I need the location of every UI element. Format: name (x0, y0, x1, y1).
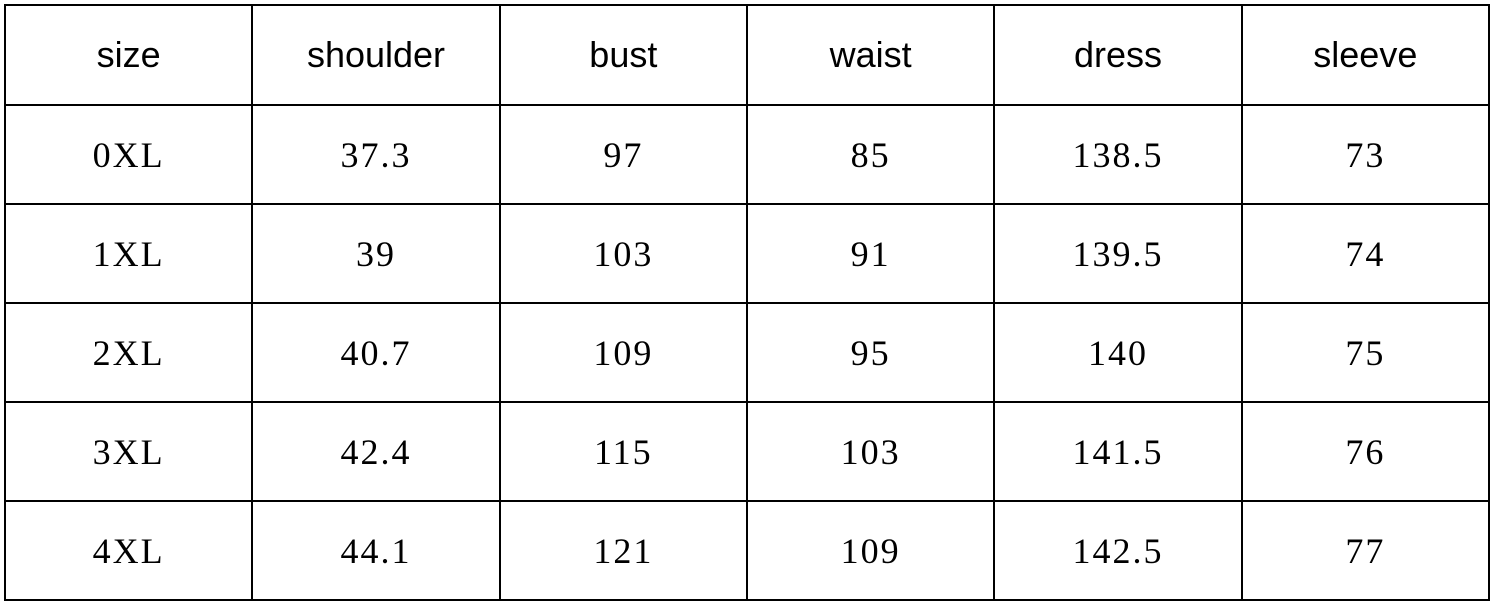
header-dress: dress (994, 5, 1241, 105)
cell-bust: 103 (500, 204, 747, 303)
header-bust: bust (500, 5, 747, 105)
cell-bust: 97 (500, 105, 747, 204)
cell-bust: 109 (500, 303, 747, 402)
cell-dress: 138.5 (994, 105, 1241, 204)
cell-waist: 95 (747, 303, 994, 402)
cell-waist: 103 (747, 402, 994, 501)
cell-sleeve: 76 (1242, 402, 1489, 501)
header-waist: waist (747, 5, 994, 105)
size-chart-table: size shoulder bust waist dress sleeve 0X… (4, 4, 1490, 601)
cell-shoulder: 42.4 (252, 402, 499, 501)
table-row: 1XL 39 103 91 139.5 74 (5, 204, 1489, 303)
table-header-row: size shoulder bust waist dress sleeve (5, 5, 1489, 105)
cell-shoulder: 40.7 (252, 303, 499, 402)
header-sleeve: sleeve (1242, 5, 1489, 105)
cell-waist: 109 (747, 501, 994, 600)
cell-size: 4XL (5, 501, 252, 600)
cell-waist: 91 (747, 204, 994, 303)
cell-shoulder: 37.3 (252, 105, 499, 204)
table-row: 0XL 37.3 97 85 138.5 73 (5, 105, 1489, 204)
cell-size: 2XL (5, 303, 252, 402)
cell-bust: 121 (500, 501, 747, 600)
cell-size: 1XL (5, 204, 252, 303)
table-row: 4XL 44.1 121 109 142.5 77 (5, 501, 1489, 600)
cell-waist: 85 (747, 105, 994, 204)
cell-size: 3XL (5, 402, 252, 501)
cell-dress: 141.5 (994, 402, 1241, 501)
cell-dress: 142.5 (994, 501, 1241, 600)
table-row: 2XL 40.7 109 95 140 75 (5, 303, 1489, 402)
cell-sleeve: 77 (1242, 501, 1489, 600)
cell-dress: 139.5 (994, 204, 1241, 303)
table-row: 3XL 42.4 115 103 141.5 76 (5, 402, 1489, 501)
header-shoulder: shoulder (252, 5, 499, 105)
cell-bust: 115 (500, 402, 747, 501)
cell-shoulder: 44.1 (252, 501, 499, 600)
cell-sleeve: 74 (1242, 204, 1489, 303)
cell-sleeve: 73 (1242, 105, 1489, 204)
cell-shoulder: 39 (252, 204, 499, 303)
cell-size: 0XL (5, 105, 252, 204)
cell-sleeve: 75 (1242, 303, 1489, 402)
cell-dress: 140 (994, 303, 1241, 402)
header-size: size (5, 5, 252, 105)
